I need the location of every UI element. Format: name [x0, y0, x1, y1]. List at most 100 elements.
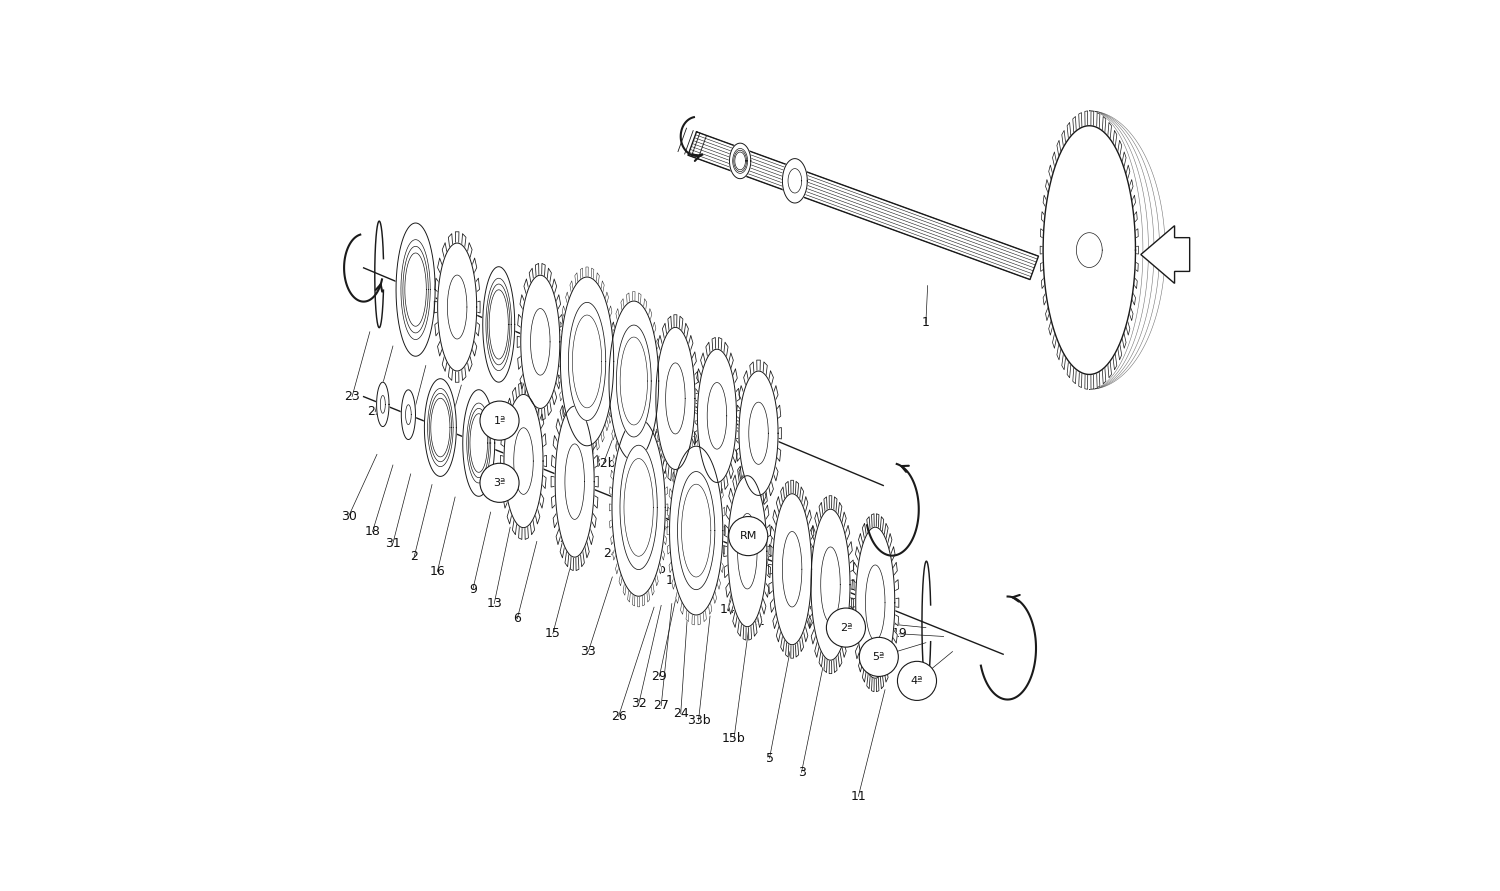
Polygon shape [880, 517, 884, 532]
Polygon shape [616, 308, 620, 321]
Polygon shape [862, 523, 867, 539]
Polygon shape [742, 462, 746, 477]
Polygon shape [758, 610, 762, 627]
Polygon shape [680, 316, 682, 331]
Polygon shape [1130, 180, 1132, 193]
Text: 27: 27 [652, 699, 669, 712]
Polygon shape [764, 362, 768, 376]
Polygon shape [591, 512, 596, 527]
Text: 15b: 15b [722, 732, 746, 745]
Polygon shape [513, 428, 534, 495]
Polygon shape [698, 614, 700, 625]
Polygon shape [548, 268, 552, 283]
Polygon shape [536, 398, 540, 414]
Polygon shape [858, 656, 862, 672]
Polygon shape [1066, 122, 1071, 139]
Polygon shape [795, 481, 798, 496]
Polygon shape [656, 413, 658, 423]
Polygon shape [891, 644, 896, 658]
Polygon shape [609, 504, 612, 511]
Polygon shape [708, 447, 712, 460]
Polygon shape [612, 454, 616, 466]
Polygon shape [610, 470, 614, 480]
Polygon shape [614, 357, 616, 365]
Text: 2ª: 2ª [840, 623, 852, 633]
Polygon shape [558, 357, 561, 365]
Circle shape [480, 401, 519, 440]
Polygon shape [652, 428, 656, 440]
Circle shape [827, 608, 866, 647]
Polygon shape [503, 414, 509, 429]
Polygon shape [764, 505, 770, 520]
Text: 30: 30 [340, 510, 357, 523]
Polygon shape [724, 565, 729, 577]
Polygon shape [756, 360, 760, 372]
Polygon shape [531, 308, 550, 375]
Polygon shape [658, 446, 663, 462]
Polygon shape [729, 598, 734, 614]
Polygon shape [736, 410, 740, 421]
Polygon shape [1113, 353, 1118, 370]
Polygon shape [1046, 307, 1050, 321]
Polygon shape [800, 635, 804, 651]
Polygon shape [664, 504, 668, 511]
Polygon shape [504, 395, 543, 527]
Polygon shape [658, 396, 660, 405]
Polygon shape [712, 591, 717, 603]
Polygon shape [476, 322, 480, 336]
Polygon shape [430, 398, 450, 457]
Polygon shape [1072, 367, 1077, 384]
Polygon shape [766, 546, 771, 557]
Polygon shape [1118, 140, 1122, 157]
Polygon shape [777, 405, 782, 419]
Polygon shape [734, 475, 736, 492]
Polygon shape [844, 628, 849, 644]
Circle shape [480, 463, 519, 503]
Polygon shape [558, 315, 562, 328]
Polygon shape [855, 547, 859, 561]
Polygon shape [612, 390, 615, 401]
Text: 19: 19 [891, 627, 908, 641]
Polygon shape [842, 512, 846, 528]
Polygon shape [1041, 229, 1044, 238]
Polygon shape [556, 528, 561, 544]
Polygon shape [867, 674, 870, 689]
Polygon shape [560, 390, 562, 401]
Polygon shape [748, 462, 752, 477]
Polygon shape [694, 393, 699, 404]
Polygon shape [638, 408, 639, 419]
Polygon shape [1062, 130, 1065, 147]
Polygon shape [530, 268, 534, 283]
Text: 6: 6 [513, 612, 520, 625]
Polygon shape [672, 577, 675, 589]
Polygon shape [519, 527, 522, 539]
Polygon shape [724, 474, 728, 489]
Text: 33: 33 [580, 645, 596, 658]
Polygon shape [858, 534, 862, 550]
Polygon shape [694, 413, 699, 425]
Polygon shape [778, 428, 782, 439]
Polygon shape [734, 151, 747, 172]
Text: 26b: 26b [572, 464, 596, 477]
Polygon shape [525, 382, 528, 396]
Polygon shape [735, 388, 740, 402]
Polygon shape [585, 405, 590, 422]
Polygon shape [651, 420, 654, 432]
Polygon shape [594, 495, 598, 508]
Polygon shape [666, 363, 686, 434]
Polygon shape [815, 512, 819, 528]
Text: 2: 2 [411, 550, 419, 563]
Polygon shape [609, 301, 658, 461]
Polygon shape [720, 561, 723, 573]
Polygon shape [574, 438, 578, 450]
Text: 7: 7 [698, 588, 705, 601]
Polygon shape [1136, 246, 1138, 254]
Polygon shape [1048, 320, 1053, 335]
Polygon shape [852, 580, 856, 591]
Polygon shape [732, 369, 738, 384]
Polygon shape [768, 371, 774, 386]
Polygon shape [438, 340, 442, 356]
Polygon shape [726, 505, 730, 520]
Polygon shape [620, 446, 657, 569]
Polygon shape [1136, 229, 1138, 238]
